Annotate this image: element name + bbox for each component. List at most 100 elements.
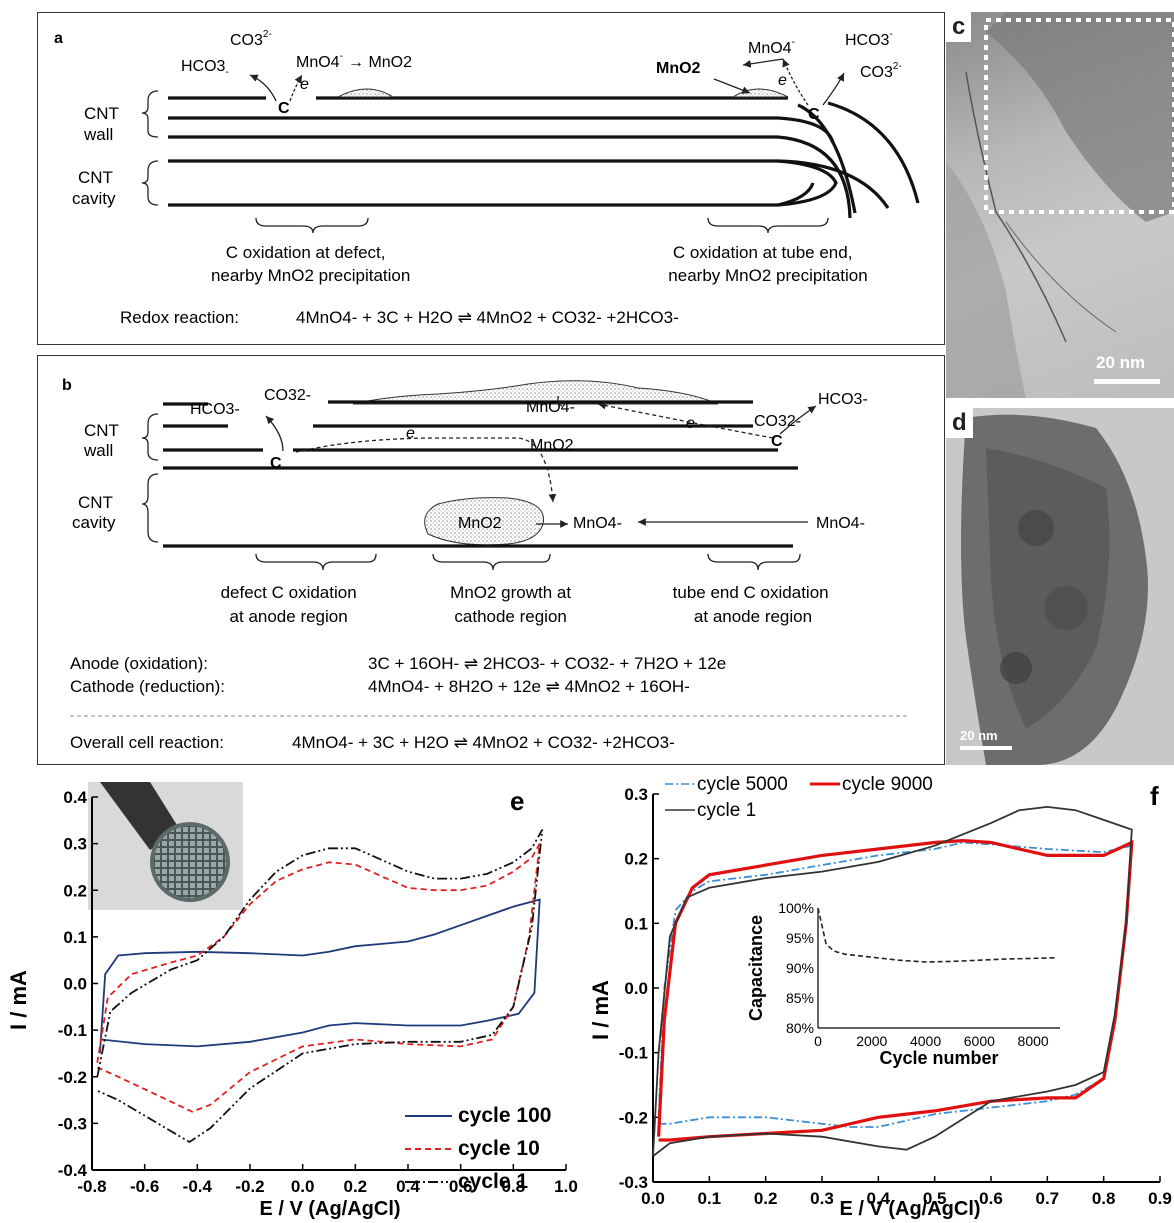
- overall-label: Overall cell reaction:: [70, 733, 224, 752]
- cnt-cavity-b-2: cavity: [72, 513, 116, 532]
- inset-x-tick-label: 8000: [1018, 1033, 1049, 1049]
- cnt-wall-b-2: wall: [83, 441, 113, 460]
- panel-a-diagram: a CNT wall CNT cavity CO32- HCO3: [54, 24, 920, 327]
- cnt-cavity-label-2: cavity: [72, 189, 116, 208]
- scale-bar-c: 20 nm: [1096, 353, 1145, 372]
- y-tick-label: 0.1: [624, 914, 648, 933]
- svg-text:CNT wall CNT: CNT wall CNT cavity: [72, 421, 123, 532]
- x-axis-label-e: E / V (Ag/AgCl): [259, 1198, 400, 1220]
- redox-label: Redox reaction:: [120, 308, 239, 327]
- caption-a-left-2: nearby MnO2 precipitation: [211, 266, 410, 285]
- caption-a-left-1: C oxidation at defect,: [226, 243, 386, 262]
- inset-y-tick-label: 90%: [786, 960, 814, 976]
- x-tick-label: 0.8: [502, 1177, 526, 1196]
- series-line-cycle-10: [96, 843, 541, 1113]
- caption-b-2b: cathode region: [454, 607, 566, 626]
- x-tick-label: 0.3: [810, 1189, 834, 1208]
- panel-b-label: b: [62, 377, 72, 394]
- svg-text:defect C oxidation at an: defect C oxidation at anode region MnO2 …: [221, 583, 834, 626]
- tem-image-d: 20 nm d: [946, 408, 1174, 765]
- svg-text:MnO4-: MnO4-: [816, 515, 865, 532]
- electrode-photo-inset: [88, 782, 243, 910]
- y-tick-label: -0.1: [58, 1021, 87, 1040]
- tem-c-texture: 20 nm: [946, 12, 1174, 398]
- caption-b-3a: tube end C oxidation: [673, 583, 829, 602]
- series-line-cycle-100: [99, 898, 541, 1054]
- x-tick-label: 0.4: [396, 1177, 420, 1196]
- svg-text:e: e: [406, 425, 415, 442]
- y-tick-label: 0.3: [63, 835, 87, 854]
- caption-b-1b: at anode region: [230, 607, 348, 626]
- y-tick-label: 0.2: [63, 881, 87, 900]
- redox-equation: 4MnO4- + 3C + H2O ⇌ 4MnO2 + CO32- +2HCO3…: [296, 308, 679, 327]
- x-tick-label: 0.6: [979, 1189, 1003, 1208]
- y-tick-label: 0.4: [63, 788, 87, 807]
- legend-label: cycle 9000: [842, 774, 933, 795]
- panel-b-species: HCO3- CO32- MnO4- MnO2 CO32- HCO3- C C e…: [190, 387, 868, 532]
- svg-text:e: e: [686, 415, 695, 432]
- panel-e-label: e: [510, 786, 524, 816]
- inset-capacitance-line: [817, 907, 1055, 963]
- legend-label: cycle 100: [458, 1104, 551, 1127]
- y-tick-label: -0.2: [619, 1108, 648, 1127]
- y-tick-label: -0.3: [619, 1173, 648, 1192]
- overall-equation: 4MnO4- + 3C + H2O ⇌ 4MnO2 + CO32- +2HCO3…: [292, 733, 675, 752]
- x-tick-label: 0.5: [923, 1189, 947, 1208]
- caption-a-right-2: nearby MnO2 precipitation: [668, 266, 867, 285]
- panel-b-tube-walls: [163, 400, 798, 548]
- scale-bar-d: 20 nm: [960, 728, 998, 743]
- x-tick-label: -0.2: [235, 1177, 264, 1196]
- x-tick-label: 0.8: [1092, 1189, 1116, 1208]
- caption-a-right-1: C oxidation at tube end,: [673, 243, 853, 262]
- anode-equation: 3C + 16OH- ⇌ 2HCO3- + CO32- + 7H2O + 12e: [368, 654, 726, 673]
- panel-b-diagram: b CNT wall CNT cavity HCO3- CO32- MnO4- …: [62, 377, 910, 752]
- svg-text:C oxidation at defect, n: C oxidation at defect, nearby MnO2 preci…: [211, 243, 868, 285]
- x-tick-label: 1.0: [554, 1177, 578, 1196]
- svg-text:HCO3-: HCO3-: [190, 401, 240, 418]
- svg-text:C: C: [771, 433, 783, 450]
- x-tick-label: -0.6: [130, 1177, 159, 1196]
- cathode-label: Cathode (reduction):: [70, 677, 225, 696]
- inset-y-tick-label: 95%: [786, 930, 814, 946]
- legend-label: cycle 1: [458, 1170, 528, 1193]
- svg-text:MnO2: MnO2: [530, 437, 574, 454]
- legend-label: cycle 5000: [697, 774, 788, 795]
- x-tick-label: -0.8: [77, 1177, 106, 1196]
- svg-text:C: C: [270, 455, 282, 472]
- cnt-cavity-b-1: CNT: [78, 493, 113, 512]
- svg-text:CO32-: CO32-: [264, 387, 311, 404]
- inset-x-tick-label: 4000: [910, 1033, 941, 1049]
- y-tick-label: 0.3: [624, 785, 648, 804]
- y-tick-label: -0.4: [58, 1161, 88, 1180]
- svg-text:HCO3-: HCO3-: [818, 391, 868, 408]
- svg-text:MnO4-: MnO4-: [526, 399, 575, 416]
- inset-x-tick-label: 2000: [856, 1033, 887, 1049]
- inset-x-label: Cycle number: [879, 1048, 998, 1068]
- x-tick-label: 0.1: [698, 1189, 722, 1208]
- y-axis-label-f: I / mA: [590, 980, 613, 1040]
- caption-b-3b: at anode region: [694, 607, 812, 626]
- chart-e: e I / mA E / V (Ag/AgCl) -0.8 -0.6 -0.4 -0.…: [6, 782, 578, 1220]
- x-tick-label: 0.0: [641, 1189, 665, 1208]
- y-tick-label: -0.3: [58, 1114, 87, 1133]
- inset-x-tick-label: 0: [814, 1033, 822, 1049]
- chart-f: f I / mA E / V (Ag/AgCl) 0.0 0.1 0.2 0.3 0.4…: [590, 774, 1172, 1220]
- y-tick-label: 0.0: [63, 975, 87, 994]
- legend-label: cycle 10: [458, 1137, 540, 1160]
- series-line-cycle-1: [652, 805, 1133, 1157]
- mno2-layer-outer: [352, 380, 719, 405]
- cathode-equation: 4MnO4- + 8H2O + 12e ⇌ 4MnO2 + 16OH-: [368, 677, 690, 696]
- panel-d-label: d: [946, 408, 973, 438]
- panel-b: b CNT wall CNT cavity HCO3- CO32- MnO4- …: [37, 355, 945, 765]
- cnt-wall-label-2: wall: [83, 125, 113, 144]
- inset-y-label: Capacitance: [746, 915, 766, 1021]
- x-tick-label: 0.2: [754, 1189, 778, 1208]
- y-axis-label-e: I / mA: [6, 970, 31, 1030]
- cnt-wall-b-1: CNT: [84, 421, 119, 440]
- svg-text:MnO4-: MnO4-: [573, 515, 622, 532]
- inset-y-tick-label: 80%: [786, 1020, 814, 1036]
- panel-a-left-species: CO32- HCO3- MnO4- → MnO2 e C: [181, 24, 416, 117]
- svg-text:MnO2: MnO2: [458, 515, 502, 532]
- x-tick-label: 0.6: [449, 1177, 473, 1196]
- y-tick-label: -0.2: [58, 1068, 87, 1087]
